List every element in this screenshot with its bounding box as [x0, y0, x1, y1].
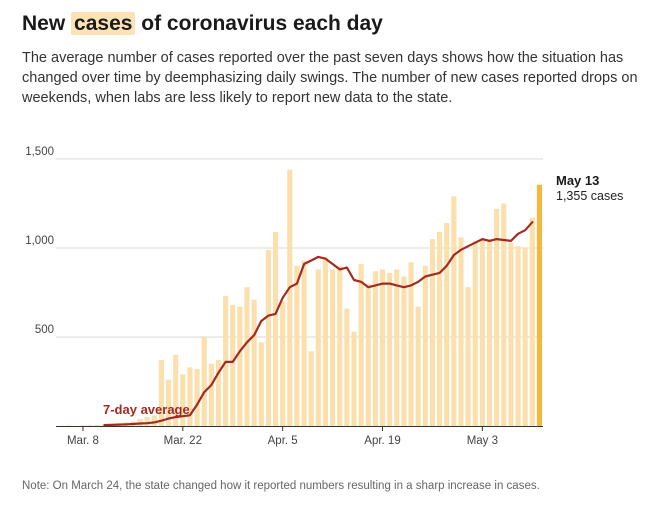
label-layer: 500 1,000 1,500 Mar. 8 Mar. 22 Apr. 5 Apr. 19 M…: [25, 146, 623, 447]
annotation-value: 1,355 cases: [556, 189, 623, 203]
bar: [201, 337, 207, 426]
bar: [80, 425, 86, 427]
bar: [358, 264, 364, 426]
bar: [486, 239, 493, 426]
average-line-label: 7-day average: [103, 402, 190, 417]
bar: [151, 415, 157, 426]
bar: [458, 237, 464, 426]
line-layer: [103, 221, 534, 427]
bar: [230, 304, 236, 426]
y-tick-label: 500: [35, 324, 54, 336]
chart-note: Note: On March 24, the state changed how…: [22, 480, 540, 492]
bar: [87, 425, 93, 426]
axis-layer: [56, 426, 543, 431]
title-start: New: [22, 12, 66, 35]
bar: [180, 374, 186, 426]
bar-layer: [58, 169, 543, 427]
bar: [272, 231, 279, 426]
average-line: [103, 221, 534, 427]
bar: [94, 424, 100, 426]
bar: [330, 269, 336, 426]
bar: [379, 269, 386, 426]
x-tick-label: Apr. 19: [364, 435, 400, 447]
bar: [344, 308, 350, 426]
bar: [158, 360, 164, 426]
bar: [144, 417, 150, 426]
bar: [451, 196, 457, 426]
bar: [208, 363, 214, 426]
bar: [437, 231, 443, 426]
bar: [215, 360, 222, 426]
bar: [479, 239, 485, 426]
annotation-date: May 13: [556, 173, 599, 188]
bar: [529, 217, 535, 426]
bar: [401, 276, 407, 426]
bar: [301, 260, 307, 426]
chart-title: New cases of coronavirus each day: [22, 12, 383, 36]
bar: [187, 367, 193, 426]
chart-subtitle: The average number of cases reported ove…: [22, 50, 638, 106]
bar: [415, 306, 421, 426]
bar: [66, 425, 72, 427]
bar: [337, 265, 343, 426]
bar: [287, 169, 293, 426]
bar-highlight: [536, 184, 543, 426]
bar: [508, 242, 514, 426]
bar: [308, 351, 314, 426]
x-tick-label: May 3: [467, 435, 498, 447]
title-end: of coronavirus each day: [141, 12, 383, 35]
bar: [265, 249, 271, 426]
title-highlight: cases: [71, 12, 136, 35]
bar: [194, 369, 200, 426]
bar: [258, 342, 264, 426]
cases-chart: 500 1,000 1,500 Mar. 8 Mar. 22 Apr. 5 Apr. 19 M…: [25, 146, 623, 447]
bar: [294, 265, 300, 426]
bar: [422, 265, 428, 426]
bar: [472, 240, 478, 426]
bar: [387, 272, 393, 426]
bar: [315, 269, 321, 426]
bar: [394, 269, 400, 426]
bar: [365, 283, 371, 426]
bar: [429, 239, 436, 426]
bar: [444, 223, 450, 426]
bar: [251, 299, 257, 426]
bar: [522, 248, 528, 426]
y-tick-label: 1,000: [25, 235, 54, 247]
bar: [408, 262, 414, 426]
bar: [237, 306, 243, 426]
bar: [501, 203, 507, 426]
bar: [165, 379, 172, 426]
x-tick-label: Mar. 8: [67, 435, 99, 447]
bar: [465, 287, 471, 426]
bar: [351, 331, 357, 426]
bar: [280, 301, 286, 426]
bar: [244, 287, 250, 426]
bar: [372, 271, 378, 426]
bar: [173, 354, 179, 426]
bar: [515, 246, 521, 426]
bar: [494, 208, 500, 426]
x-tick-label: Mar. 22: [164, 435, 202, 447]
y-tick-label: 1,500: [25, 146, 54, 158]
bar: [322, 256, 329, 426]
x-tick-label: Apr. 5: [268, 435, 298, 447]
